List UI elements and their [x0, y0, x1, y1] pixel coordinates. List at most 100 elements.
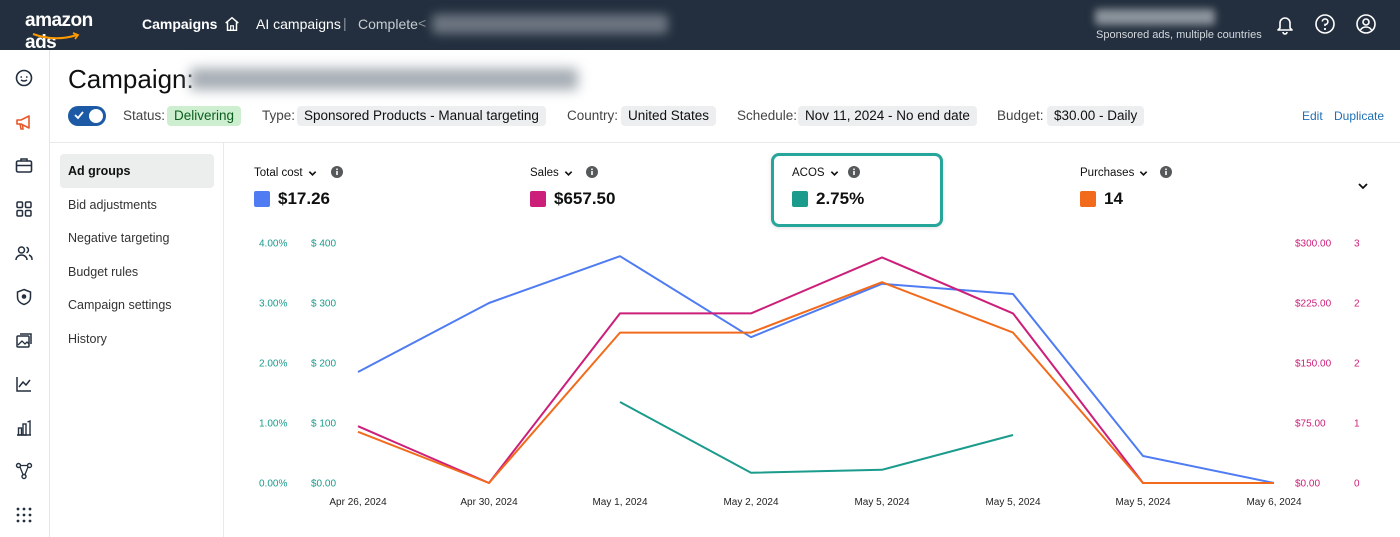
metric-value: 14: [1104, 189, 1123, 208]
chevron-down-icon[interactable]: [308, 169, 317, 178]
info-icon[interactable]: [331, 166, 343, 178]
sales-axis-tick: $150.00: [1295, 359, 1332, 370]
x-axis-tick: May 5, 2024: [854, 497, 909, 508]
metric-sales[interactable]: Sales $657.50: [530, 166, 615, 209]
country-value: United States: [621, 106, 717, 126]
campaign-subnav: Ad groups Bid adjustments Negative targe…: [60, 154, 214, 355]
chevron-down-icon[interactable]: [1139, 169, 1148, 178]
account-subtitle: Sponsored ads, multiple countries: [1096, 29, 1262, 41]
bell-icon[interactable]: [1274, 13, 1296, 35]
toggle-knob: [89, 109, 103, 123]
top-bar: amazon ads Campaigns AI campaigns | Comp…: [0, 0, 1400, 53]
reports-trend-icon[interactable]: [14, 374, 34, 394]
series-swatch[interactable]: [792, 191, 808, 207]
cost-axis-tick: $0.00: [311, 479, 336, 490]
metric-acos[interactable]: ACOS 2.75%: [792, 166, 864, 209]
acos-axis-tick: 0.00%: [259, 479, 287, 490]
x-axis-tick: May 5, 2024: [985, 497, 1040, 508]
schedule-label: Schedule:: [737, 108, 798, 123]
info-icon[interactable]: [1160, 166, 1172, 178]
briefcase-icon[interactable]: [14, 155, 34, 175]
campaign-name-blurred: [190, 68, 578, 90]
acos-axis-tick: 3.00%: [259, 299, 287, 310]
amazon-ads-logo[interactable]: amazon ads: [25, 10, 125, 53]
cost-axis-tick: $ 100: [311, 419, 336, 430]
type-label: Type:: [262, 108, 296, 123]
series-swatch[interactable]: [254, 191, 270, 207]
measurement-bars-icon[interactable]: [14, 418, 34, 438]
acos-metric-highlight[interactable]: [771, 153, 943, 227]
subnav-ad-groups[interactable]: Ad groups: [60, 154, 214, 188]
status-badge: Delivering: [167, 106, 242, 126]
series-line-sales: [357, 256, 1274, 484]
sales-axis-tick: $0.00: [1295, 479, 1320, 490]
brand-shield-icon[interactable]: [14, 287, 34, 307]
breadcrumb-campaign-name-blurred[interactable]: [432, 14, 668, 34]
left-rail: [0, 50, 50, 537]
series-line-total-cost: [357, 255, 1275, 484]
metric-value: $17.26: [278, 189, 330, 208]
x-axis-tick: Apr 30, 2024: [460, 497, 518, 508]
purchases-axis-tick: 2: [1354, 299, 1360, 310]
metric-value: $657.50: [554, 189, 616, 208]
country-label: Country:: [567, 108, 619, 123]
help-icon[interactable]: [1314, 13, 1336, 35]
x-axis-tick: May 6, 2024: [1246, 497, 1301, 508]
status-label: Status:: [123, 108, 166, 123]
purchases-axis-tick: 3: [1354, 239, 1360, 250]
metric-label: Total cost: [254, 167, 303, 179]
nav-campaigns[interactable]: Campaigns: [142, 16, 218, 32]
check-icon: [74, 111, 84, 120]
budget-value: $30.00 - Daily: [1047, 106, 1145, 126]
sales-axis-tick: $75.00: [1295, 419, 1326, 430]
apps-grid-icon[interactable]: [14, 199, 34, 219]
sales-axis-tick: $300.00: [1295, 239, 1332, 250]
integrations-nodes-icon[interactable]: [14, 461, 34, 481]
subnav-divider: [223, 143, 224, 537]
chevron-down-icon[interactable]: [564, 169, 573, 178]
type-value: Sponsored Products - Manual targeting: [297, 106, 546, 126]
dashboard-icon[interactable]: [14, 68, 34, 88]
subnav-history[interactable]: History: [68, 331, 107, 346]
campaign-active-toggle[interactable]: [68, 106, 106, 126]
series-line-purchases: [357, 281, 1274, 484]
chevron-down-icon[interactable]: [830, 169, 839, 178]
edit-link[interactable]: Edit: [1302, 109, 1323, 123]
breadcrumb-complete[interactable]: Complete: [358, 16, 418, 32]
subnav-campaign-settings[interactable]: Campaign settings: [68, 298, 172, 312]
x-axis-tick: May 5, 2024: [1115, 497, 1170, 508]
purchases-axis-tick: 0: [1354, 479, 1360, 490]
more-apps-dots-icon[interactable]: [14, 505, 34, 525]
cost-axis-tick: $ 200: [311, 359, 336, 370]
collapse-chevron-icon[interactable]: [1357, 180, 1369, 192]
header-divider: [50, 142, 1400, 143]
audiences-icon[interactable]: [14, 243, 34, 263]
cost-axis-tick: $ 300: [311, 299, 336, 310]
home-icon[interactable]: [223, 15, 241, 33]
subnav-budget-rules[interactable]: Budget rules: [68, 264, 139, 279]
info-icon[interactable]: [586, 166, 598, 178]
info-icon[interactable]: [848, 166, 860, 178]
breadcrumb-separator: |: [343, 15, 347, 31]
acos-axis-tick: 2.00%: [259, 359, 287, 370]
breadcrumb-ai-campaigns[interactable]: AI campaigns: [256, 16, 341, 32]
metric-total-cost[interactable]: Total cost $17.26: [254, 166, 330, 209]
breadcrumb-separator-2: <: [418, 15, 427, 31]
x-axis-tick: Apr 26, 2024: [329, 497, 387, 508]
series-swatch[interactable]: [1080, 191, 1096, 207]
metric-purchases[interactable]: Purchases 14: [1080, 166, 1148, 209]
metric-value: 2.75%: [816, 189, 865, 208]
series-swatch[interactable]: [530, 191, 546, 207]
sales-axis-tick: $225.00: [1295, 299, 1332, 310]
account-name-blurred[interactable]: [1095, 9, 1215, 25]
acos-axis-tick: 1.00%: [259, 419, 287, 430]
subnav-bid-adjustments[interactable]: Bid adjustments: [68, 197, 157, 212]
cost-axis-tick: $ 400: [311, 239, 336, 250]
subnav-negative-targeting[interactable]: Negative targeting: [68, 231, 170, 245]
duplicate-link[interactable]: Duplicate: [1334, 109, 1385, 123]
budget-label: Budget:: [997, 108, 1044, 123]
account-icon[interactable]: [1355, 13, 1377, 35]
logo-smile-icon: [32, 32, 80, 40]
campaigns-megaphone-icon[interactable]: [14, 112, 34, 132]
creative-gallery-icon[interactable]: [14, 331, 34, 351]
